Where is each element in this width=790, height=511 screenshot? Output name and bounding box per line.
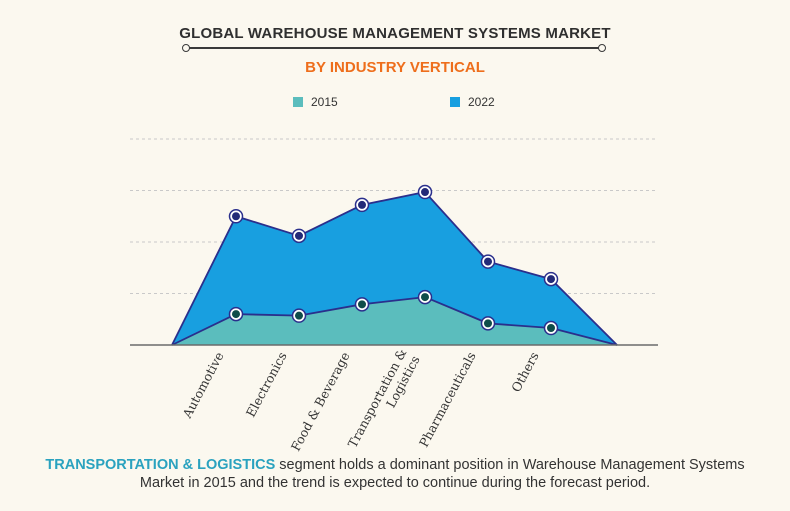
legend-swatch-2022 xyxy=(450,97,460,107)
point-center-2022-2 xyxy=(358,200,366,209)
footer-note: TRANSPORTATION & LOGISTICS segment holds… xyxy=(30,456,760,492)
x-tick-label-2: Food & Beverage xyxy=(288,349,353,453)
x-tick-label-0: Automotive xyxy=(179,349,227,421)
point-center-2015-3 xyxy=(421,293,429,302)
legend-swatch-2015 xyxy=(293,97,303,107)
point-center-2015-0 xyxy=(232,310,240,319)
point-center-2022-0 xyxy=(232,212,240,221)
x-tick-label-5: Others xyxy=(508,349,541,394)
legend-label-2015: 2015 xyxy=(311,95,338,109)
title-underline-left-dot xyxy=(182,44,190,52)
area-2022 xyxy=(172,192,617,345)
area-2015 xyxy=(172,297,617,345)
line-2022 xyxy=(171,191,618,346)
chart-subtitle: BY INDUSTRY VERTICAL xyxy=(305,59,485,76)
point-center-2015-1 xyxy=(295,311,303,320)
footer-text: segment holds a dominant position in War… xyxy=(139,457,745,491)
point-center-2022-3 xyxy=(421,188,429,197)
legend-item-2022: 2022 xyxy=(450,95,495,109)
legend-item-2015: 2015 xyxy=(293,95,338,109)
point-center-2022-1 xyxy=(295,231,303,240)
point-center-2015-4 xyxy=(484,319,492,328)
legend-label-2022: 2022 xyxy=(468,95,495,109)
point-center-2015-2 xyxy=(358,300,366,309)
point-center-2022-4 xyxy=(484,257,492,266)
point-center-2015-5 xyxy=(547,324,555,333)
title-underline xyxy=(188,47,600,49)
x-tick-label-1: Electronics xyxy=(243,349,290,419)
chart-title: GLOBAL WAREHOUSE MANAGEMENT SYSTEMS MARK… xyxy=(179,25,611,42)
x-tick-label-3: Transportation &Logistics xyxy=(345,346,423,457)
title-underline-right-dot xyxy=(598,44,606,52)
footer-highlight: TRANSPORTATION & LOGISTICS xyxy=(45,457,276,473)
point-center-2022-5 xyxy=(547,275,555,284)
line-2015 xyxy=(171,296,618,346)
x-tick-label-4: Pharmaceuticals xyxy=(416,349,479,449)
